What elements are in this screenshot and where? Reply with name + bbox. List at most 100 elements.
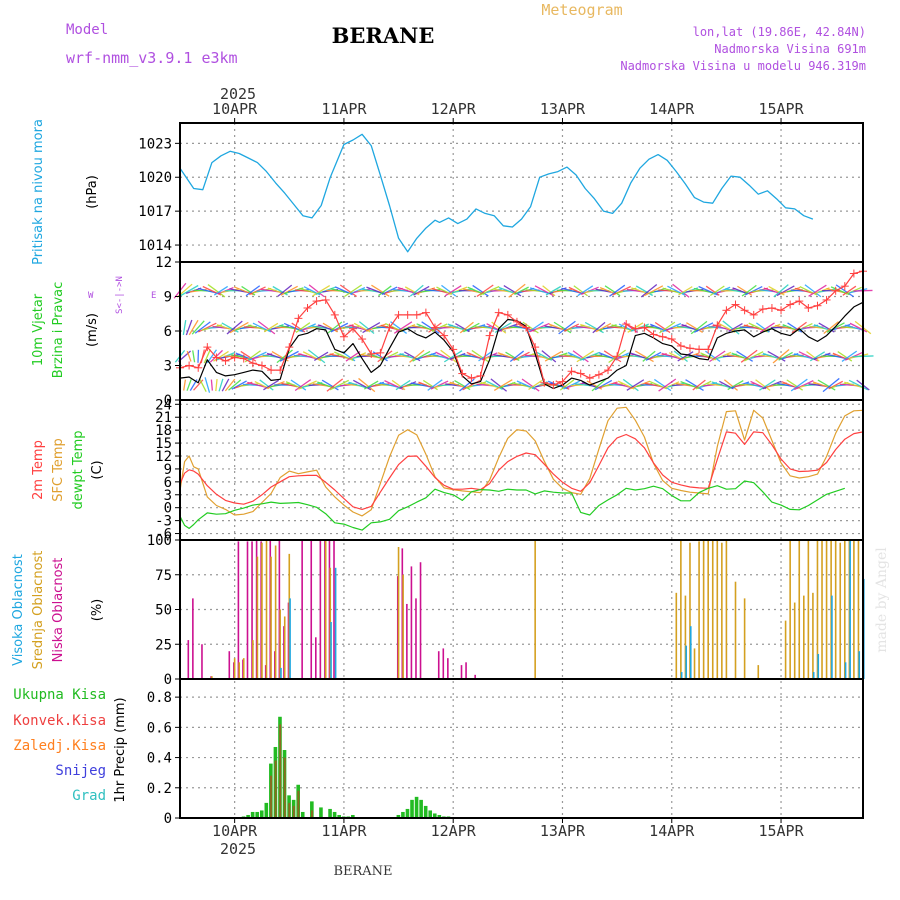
wind-speed-line (179, 301, 864, 390)
wind-barb (809, 351, 826, 362)
wind-barb (299, 287, 316, 294)
wind-barb (280, 285, 298, 296)
wind-barb (672, 283, 690, 298)
wind-barb (763, 287, 781, 294)
wind-barb (722, 320, 740, 335)
pressure-ytick-label: 1023 (138, 136, 172, 152)
wind-barb (339, 284, 358, 298)
wind-barb (611, 324, 632, 331)
wind-barb (823, 321, 839, 335)
wind-barb (736, 350, 754, 362)
wind-barb (579, 351, 600, 361)
lonlat-label: lon,lat (19.86E, 42.84N) (693, 25, 866, 39)
wind-barb (315, 286, 336, 295)
wind-barb (804, 284, 822, 298)
wind-barb (321, 379, 339, 391)
wind-barb (198, 378, 207, 393)
wind-barb (279, 350, 299, 362)
wind-barb (203, 349, 211, 364)
wind-barb (842, 285, 857, 296)
wind-barb (817, 379, 836, 391)
wind-barb (595, 322, 612, 333)
wind-barb (609, 284, 626, 297)
wind-barb (379, 382, 400, 389)
pressure-panel (179, 133, 814, 253)
temp-unit: (C) (90, 460, 105, 479)
wind-barb (206, 349, 217, 364)
wind-barb (277, 284, 293, 297)
temperature-ytick-label: 15 (155, 436, 172, 452)
clouds-ytick-label: 75 (155, 568, 172, 584)
temperature-ytick-label: -3 (155, 514, 172, 530)
cloud-unit: (%) (90, 599, 105, 622)
wind-barb (745, 382, 762, 388)
wind-barb (313, 351, 329, 361)
wind-barb (448, 286, 468, 295)
wind-barb (471, 349, 490, 363)
wind-barb (472, 284, 489, 297)
wind-barb (767, 350, 786, 362)
wind-barb (490, 378, 508, 392)
top-day-labels: 10APR 11APR 12APR 13APR 14APR 15APR (212, 100, 805, 118)
temperature-panel (179, 406, 864, 531)
wind-barb (363, 380, 379, 390)
wind-barb (603, 350, 622, 363)
wind-barb (229, 321, 249, 334)
wind-barb (848, 379, 869, 391)
wind-barb (563, 353, 580, 359)
wind-barb (529, 287, 550, 295)
temperature-ytick-label: 0 (164, 501, 172, 517)
wind-barb (654, 321, 671, 334)
precip-total-bar (396, 814, 401, 818)
wind-barb (221, 378, 230, 392)
wind-barb (198, 322, 217, 333)
wind-barb (378, 285, 392, 297)
wind-barb (276, 349, 293, 364)
wind-barb (837, 351, 853, 362)
wind-barb (395, 379, 411, 391)
wind-barb (267, 287, 284, 294)
top-year-label: 2025 (220, 85, 256, 103)
clouds-ytick-label: 100 (147, 533, 172, 549)
wind-barb (740, 349, 758, 363)
cloud-title-mid: Srednja Oblacnost (31, 551, 46, 670)
wind-barb (308, 284, 325, 298)
bottom-day-label: 12APR (431, 822, 477, 840)
wind-barb (664, 381, 680, 389)
wind-barb (409, 349, 425, 363)
watermark: made by Angel (874, 547, 890, 653)
wind-barb (526, 321, 544, 334)
wind-barb (841, 350, 858, 362)
bottom-year-label: 2025 (220, 840, 256, 858)
wind-barb (326, 378, 344, 392)
wind-barb (508, 283, 526, 298)
wind-barb (362, 321, 381, 334)
wind-barb (612, 285, 632, 296)
wind-barb (503, 285, 522, 297)
top-day-label: 14APR (649, 100, 695, 118)
wind-barb (592, 321, 606, 334)
pressure-title: Pritisak na nivou mora (31, 119, 46, 265)
precip-conv-bar (292, 805, 295, 818)
sfc-temp-line (179, 406, 864, 517)
wind-barb (345, 351, 361, 362)
wind-barb (480, 381, 499, 389)
bottom-day-label: 14APR (649, 822, 695, 840)
wind-barb (329, 379, 350, 391)
wind-barb (194, 321, 211, 334)
precip-total-bar (414, 796, 419, 818)
pressure-ytick-label: 1014 (138, 238, 172, 254)
wind-barb (522, 321, 539, 334)
wind-barb (658, 378, 677, 392)
precip-conv-bar (279, 724, 282, 818)
wind-barb (317, 324, 334, 331)
wind-barb (693, 322, 714, 333)
wind-barb (182, 320, 187, 336)
wind-barb (476, 284, 494, 298)
wind-barb (186, 350, 192, 362)
precip-total-bar (337, 814, 341, 818)
wind-barb (759, 322, 775, 333)
wind-barb (772, 349, 790, 364)
wind-barb (545, 285, 562, 296)
pressure-ytick-label: 1017 (138, 204, 172, 220)
